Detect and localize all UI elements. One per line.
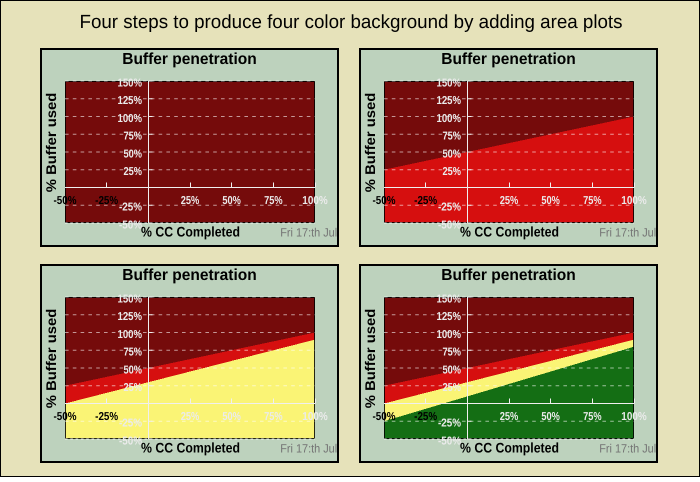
svg-text:150%: 150% <box>437 293 462 305</box>
svg-text:75%: 75% <box>124 131 143 143</box>
svg-text:125%: 125% <box>118 95 143 107</box>
svg-text:Buffer penetration: Buffer penetration <box>122 267 257 284</box>
svg-text:75%: 75% <box>443 131 462 143</box>
svg-text:Four steps to produce four col: Four steps to produce four color backgro… <box>80 12 623 33</box>
svg-text:% CC Completed: % CC Completed <box>141 223 240 239</box>
svg-text:Buffer penetration: Buffer penetration <box>122 51 257 68</box>
svg-text:75%: 75% <box>124 347 143 359</box>
svg-text:-50%: -50% <box>438 219 461 231</box>
svg-text:-25%: -25% <box>119 202 142 214</box>
svg-text:25%: 25% <box>443 382 462 394</box>
svg-text:% CC Completed: % CC Completed <box>460 223 559 239</box>
svg-text:% Buffer used: % Buffer used <box>43 93 59 193</box>
svg-text:100%: 100% <box>302 411 327 423</box>
svg-text:75%: 75% <box>443 347 462 359</box>
svg-text:25%: 25% <box>181 195 200 207</box>
svg-text:100%: 100% <box>118 113 143 125</box>
svg-text:-50%: -50% <box>438 435 461 447</box>
svg-text:-25%: -25% <box>119 418 142 430</box>
svg-text:-25%: -25% <box>414 195 437 207</box>
svg-text:-50%: -50% <box>119 435 142 447</box>
svg-text:50%: 50% <box>124 364 143 376</box>
svg-text:-50%: -50% <box>119 219 142 231</box>
svg-text:-50%: -50% <box>54 195 77 207</box>
svg-text:125%: 125% <box>437 95 462 107</box>
svg-text:75%: 75% <box>583 411 602 423</box>
svg-text:100%: 100% <box>621 195 646 207</box>
svg-text:Buffer penetration: Buffer penetration <box>441 51 576 68</box>
svg-text:50%: 50% <box>124 148 143 160</box>
svg-text:100%: 100% <box>118 329 143 341</box>
svg-text:50%: 50% <box>541 411 560 423</box>
svg-text:-25%: -25% <box>95 411 118 423</box>
svg-text:100%: 100% <box>621 411 646 423</box>
svg-text:75%: 75% <box>264 195 283 207</box>
svg-text:% CC Completed: % CC Completed <box>460 439 559 455</box>
svg-text:25%: 25% <box>181 411 200 423</box>
svg-text:25%: 25% <box>500 411 519 423</box>
svg-text:Fri 17:th Jul: Fri 17:th Jul <box>599 441 656 455</box>
svg-text:% Buffer used: % Buffer used <box>362 93 378 193</box>
svg-text:Buffer penetration: Buffer penetration <box>441 267 576 284</box>
svg-text:-25%: -25% <box>414 411 437 423</box>
svg-text:-25%: -25% <box>438 202 461 214</box>
svg-text:50%: 50% <box>443 364 462 376</box>
svg-text:100%: 100% <box>302 195 327 207</box>
svg-text:150%: 150% <box>437 77 462 89</box>
svg-text:125%: 125% <box>437 311 462 323</box>
svg-text:150%: 150% <box>118 293 143 305</box>
svg-text:-50%: -50% <box>54 411 77 423</box>
svg-text:-50%: -50% <box>373 411 396 423</box>
svg-text:100%: 100% <box>437 113 462 125</box>
svg-text:75%: 75% <box>583 195 602 207</box>
svg-text:25%: 25% <box>124 382 143 394</box>
svg-text:Fri 17:th Jul: Fri 17:th Jul <box>280 225 337 239</box>
svg-text:Fri 17:th Jul: Fri 17:th Jul <box>599 225 656 239</box>
svg-text:% Buffer used: % Buffer used <box>43 309 59 409</box>
svg-text:150%: 150% <box>118 77 143 89</box>
svg-text:% Buffer used: % Buffer used <box>362 309 378 409</box>
svg-text:50%: 50% <box>443 148 462 160</box>
svg-text:125%: 125% <box>118 311 143 323</box>
svg-text:50%: 50% <box>222 195 241 207</box>
svg-text:-25%: -25% <box>95 195 118 207</box>
svg-text:50%: 50% <box>541 195 560 207</box>
svg-text:50%: 50% <box>222 411 241 423</box>
svg-text:75%: 75% <box>264 411 283 423</box>
svg-text:-50%: -50% <box>373 195 396 207</box>
svg-text:Fri 17:th Jul: Fri 17:th Jul <box>280 441 337 455</box>
svg-text:-25%: -25% <box>438 418 461 430</box>
svg-text:% CC Completed: % CC Completed <box>141 439 240 455</box>
svg-text:25%: 25% <box>500 195 519 207</box>
svg-text:25%: 25% <box>443 166 462 178</box>
svg-text:100%: 100% <box>437 329 462 341</box>
svg-text:25%: 25% <box>124 166 143 178</box>
